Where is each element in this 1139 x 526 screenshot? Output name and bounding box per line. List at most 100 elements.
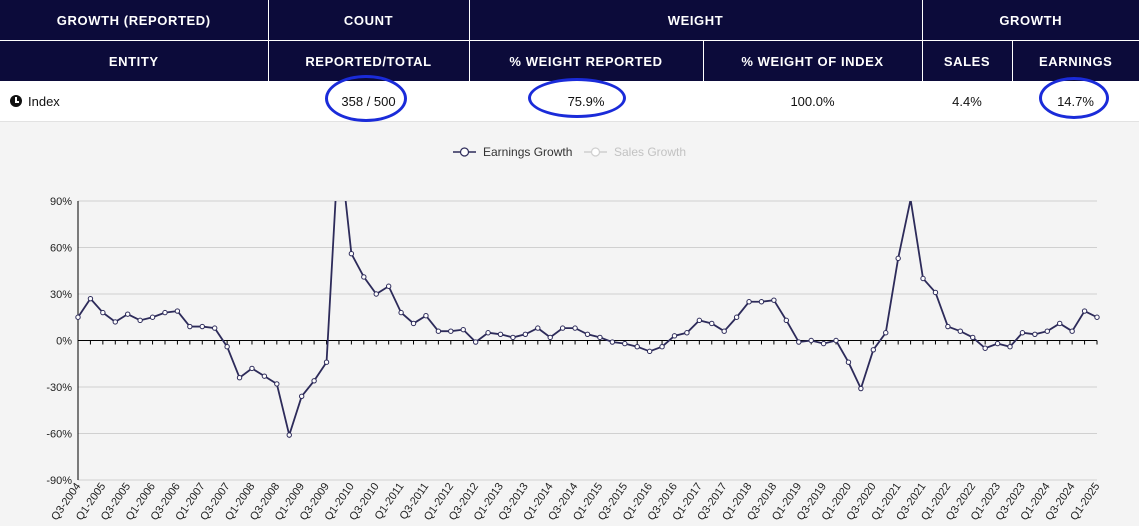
legend-label-earnings: Earnings Growth — [483, 145, 572, 159]
data-point — [261, 373, 268, 379]
data-point — [559, 325, 566, 331]
data-point — [236, 375, 243, 381]
data-point — [137, 317, 143, 324]
column-header-weight-reported[interactable]: % WEIGHT REPORTED — [468, 40, 703, 82]
data-point — [721, 328, 727, 334]
data-point — [323, 359, 330, 365]
group-header-growth-reported: GROWTH (REPORTED) — [0, 0, 268, 41]
entity-cell: Index — [0, 81, 268, 122]
data-point — [125, 311, 131, 317]
data-point — [970, 334, 976, 341]
column-header-reported-total[interactable]: REPORTED/TOTAL — [267, 40, 469, 82]
data-point — [398, 309, 404, 316]
data-point — [373, 291, 379, 297]
entity-name: Index — [28, 94, 60, 109]
weight-reported-value: 75.9% — [567, 94, 605, 109]
data-point — [622, 340, 628, 347]
data-point — [510, 334, 516, 341]
data-point — [572, 325, 578, 331]
column-header-earnings[interactable]: EARNINGS — [1011, 40, 1139, 82]
data-point — [311, 378, 317, 384]
data-point — [361, 274, 367, 280]
data-point — [746, 299, 752, 305]
data-point — [1007, 344, 1013, 350]
table-row[interactable]: Index 358 / 500 75.9% 100.0% 4.4% 14.7% — [0, 75, 1139, 122]
data-point — [858, 385, 864, 392]
data-point — [1032, 331, 1038, 338]
clock-icon — [10, 95, 22, 107]
data-point — [733, 314, 740, 320]
data-point — [1069, 328, 1075, 334]
data-point — [100, 309, 106, 316]
data-point — [547, 334, 553, 341]
reported-total-cell: 358 / 500 — [268, 75, 469, 122]
data-point — [597, 334, 603, 341]
weight-reported-cell: 75.9% — [469, 78, 703, 122]
data-point — [348, 251, 355, 257]
column-header-entity[interactable]: ENTITY — [0, 40, 268, 82]
data-point — [1094, 314, 1100, 320]
y-tick-label: -90% — [46, 475, 72, 487]
weight-of-index-cell: 100.0% — [703, 81, 922, 122]
data-point — [485, 330, 491, 336]
data-point — [298, 393, 305, 399]
data-point — [435, 328, 442, 334]
earnings-value: 14.7% — [1057, 94, 1094, 109]
data-point — [87, 295, 94, 302]
y-tick-label: -60% — [46, 429, 72, 441]
data-point — [845, 359, 852, 365]
data-point — [684, 330, 690, 336]
data-point — [932, 289, 939, 296]
earnings-cell: 14.7% — [1012, 77, 1139, 122]
data-point — [957, 328, 964, 334]
legend-marker — [459, 147, 470, 157]
data-point — [609, 339, 616, 345]
data-point — [199, 323, 205, 330]
data-point — [883, 330, 889, 336]
data-point — [75, 314, 81, 320]
data-point — [1044, 328, 1050, 334]
data-point — [870, 347, 877, 353]
reported-total-value: 358 / 500 — [341, 94, 396, 109]
data-point — [646, 348, 653, 355]
data-point — [758, 299, 765, 305]
data-point — [149, 314, 156, 320]
group-header-count: COUNT — [267, 0, 469, 41]
data-point — [994, 340, 1001, 347]
data-point — [1081, 308, 1088, 314]
group-header-weight: WEIGHT — [468, 0, 922, 41]
data-point — [174, 308, 181, 314]
data-point — [286, 432, 292, 438]
data-point — [224, 344, 230, 350]
weight-of-index-value: 100.0% — [790, 94, 835, 109]
data-point — [709, 320, 715, 327]
growth-table: GROWTH (REPORTED) COUNT WEIGHT GROWTH EN… — [0, 0, 1139, 122]
data-point — [671, 333, 678, 339]
data-point — [448, 328, 454, 334]
sales-cell: 4.4% — [922, 81, 1012, 122]
data-point — [249, 365, 255, 372]
data-point — [274, 381, 280, 387]
y-tick-label: 90% — [50, 196, 72, 208]
data-point — [423, 313, 429, 319]
data-point — [112, 319, 118, 325]
data-point — [497, 331, 504, 338]
column-header-sales[interactable]: SALES — [921, 40, 1012, 82]
data-point — [472, 339, 479, 345]
data-point — [385, 283, 392, 289]
data-point — [833, 337, 839, 344]
sales-value: 4.4% — [952, 94, 982, 109]
data-point — [783, 317, 790, 324]
data-point — [1019, 330, 1026, 336]
legend-item-sales[interactable]: Sales Growth — [584, 145, 686, 159]
data-point — [522, 331, 529, 338]
legend-marker — [590, 147, 601, 157]
column-header-weight-of-index[interactable]: % WEIGHT OF INDEX — [702, 40, 922, 82]
data-point — [584, 331, 591, 338]
group-header-growth: GROWTH — [921, 0, 1139, 41]
plot-area: 90%60%30%0%-30%-60%-90%Q3-2004Q1-2005Q3-… — [46, 196, 1102, 523]
data-point — [920, 275, 926, 282]
data-point — [535, 325, 541, 331]
legend-item-earnings[interactable]: Earnings Growth — [453, 145, 572, 159]
data-point — [820, 340, 827, 347]
